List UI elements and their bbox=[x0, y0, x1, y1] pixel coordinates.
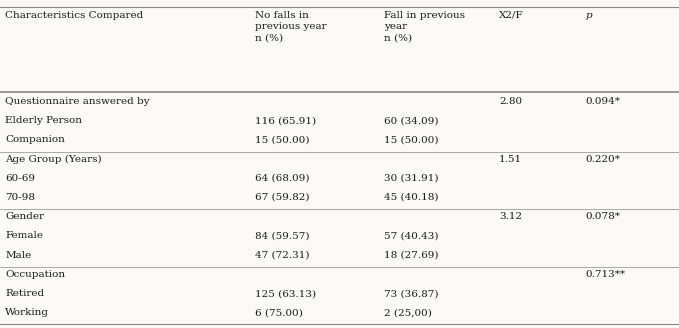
Text: 84 (59.57): 84 (59.57) bbox=[255, 232, 309, 240]
Text: 47 (72.31): 47 (72.31) bbox=[255, 251, 309, 260]
Text: Fall in previous
year
n (%): Fall in previous year n (%) bbox=[384, 11, 464, 43]
Text: No falls in
previous year
n (%): No falls in previous year n (%) bbox=[255, 11, 326, 43]
Text: 60-69: 60-69 bbox=[5, 174, 35, 183]
Text: 0.094*: 0.094* bbox=[585, 97, 620, 106]
Text: 45 (40.18): 45 (40.18) bbox=[384, 193, 438, 202]
Text: Working: Working bbox=[5, 308, 50, 317]
Text: Male: Male bbox=[5, 251, 32, 260]
Text: Female: Female bbox=[5, 232, 43, 240]
Text: 116 (65.91): 116 (65.91) bbox=[255, 116, 316, 125]
Text: 18 (27.69): 18 (27.69) bbox=[384, 251, 438, 260]
Text: 70-98: 70-98 bbox=[5, 193, 35, 202]
Text: 0.078*: 0.078* bbox=[585, 212, 620, 221]
Text: 0.713**: 0.713** bbox=[585, 270, 625, 279]
Text: Elderly Person: Elderly Person bbox=[5, 116, 82, 125]
Text: 125 (63.13): 125 (63.13) bbox=[255, 289, 316, 298]
Text: X2/F: X2/F bbox=[499, 11, 524, 20]
Text: Questionnaire answered by: Questionnaire answered by bbox=[5, 97, 150, 106]
Text: 0.220*: 0.220* bbox=[585, 154, 620, 164]
Text: Age Group (Years): Age Group (Years) bbox=[5, 154, 102, 164]
Text: 60 (34.09): 60 (34.09) bbox=[384, 116, 438, 125]
Text: 57 (40.43): 57 (40.43) bbox=[384, 232, 438, 240]
Text: 3.12: 3.12 bbox=[499, 212, 522, 221]
Text: 73 (36.87): 73 (36.87) bbox=[384, 289, 438, 298]
Text: 2.80: 2.80 bbox=[499, 97, 522, 106]
Text: 15 (50.00): 15 (50.00) bbox=[255, 135, 309, 144]
Text: p: p bbox=[585, 11, 592, 20]
Text: 2 (25,00): 2 (25,00) bbox=[384, 308, 432, 317]
Text: Occupation: Occupation bbox=[5, 270, 66, 279]
Text: Characteristics Compared: Characteristics Compared bbox=[5, 11, 144, 20]
Text: Gender: Gender bbox=[5, 212, 44, 221]
Text: Retired: Retired bbox=[5, 289, 45, 298]
Text: 15 (50.00): 15 (50.00) bbox=[384, 135, 438, 144]
Text: Companion: Companion bbox=[5, 135, 65, 144]
Text: 64 (68.09): 64 (68.09) bbox=[255, 174, 309, 183]
Text: 67 (59.82): 67 (59.82) bbox=[255, 193, 309, 202]
Text: 1.51: 1.51 bbox=[499, 154, 522, 164]
Text: 6 (75.00): 6 (75.00) bbox=[255, 308, 303, 317]
Text: 30 (31.91): 30 (31.91) bbox=[384, 174, 438, 183]
